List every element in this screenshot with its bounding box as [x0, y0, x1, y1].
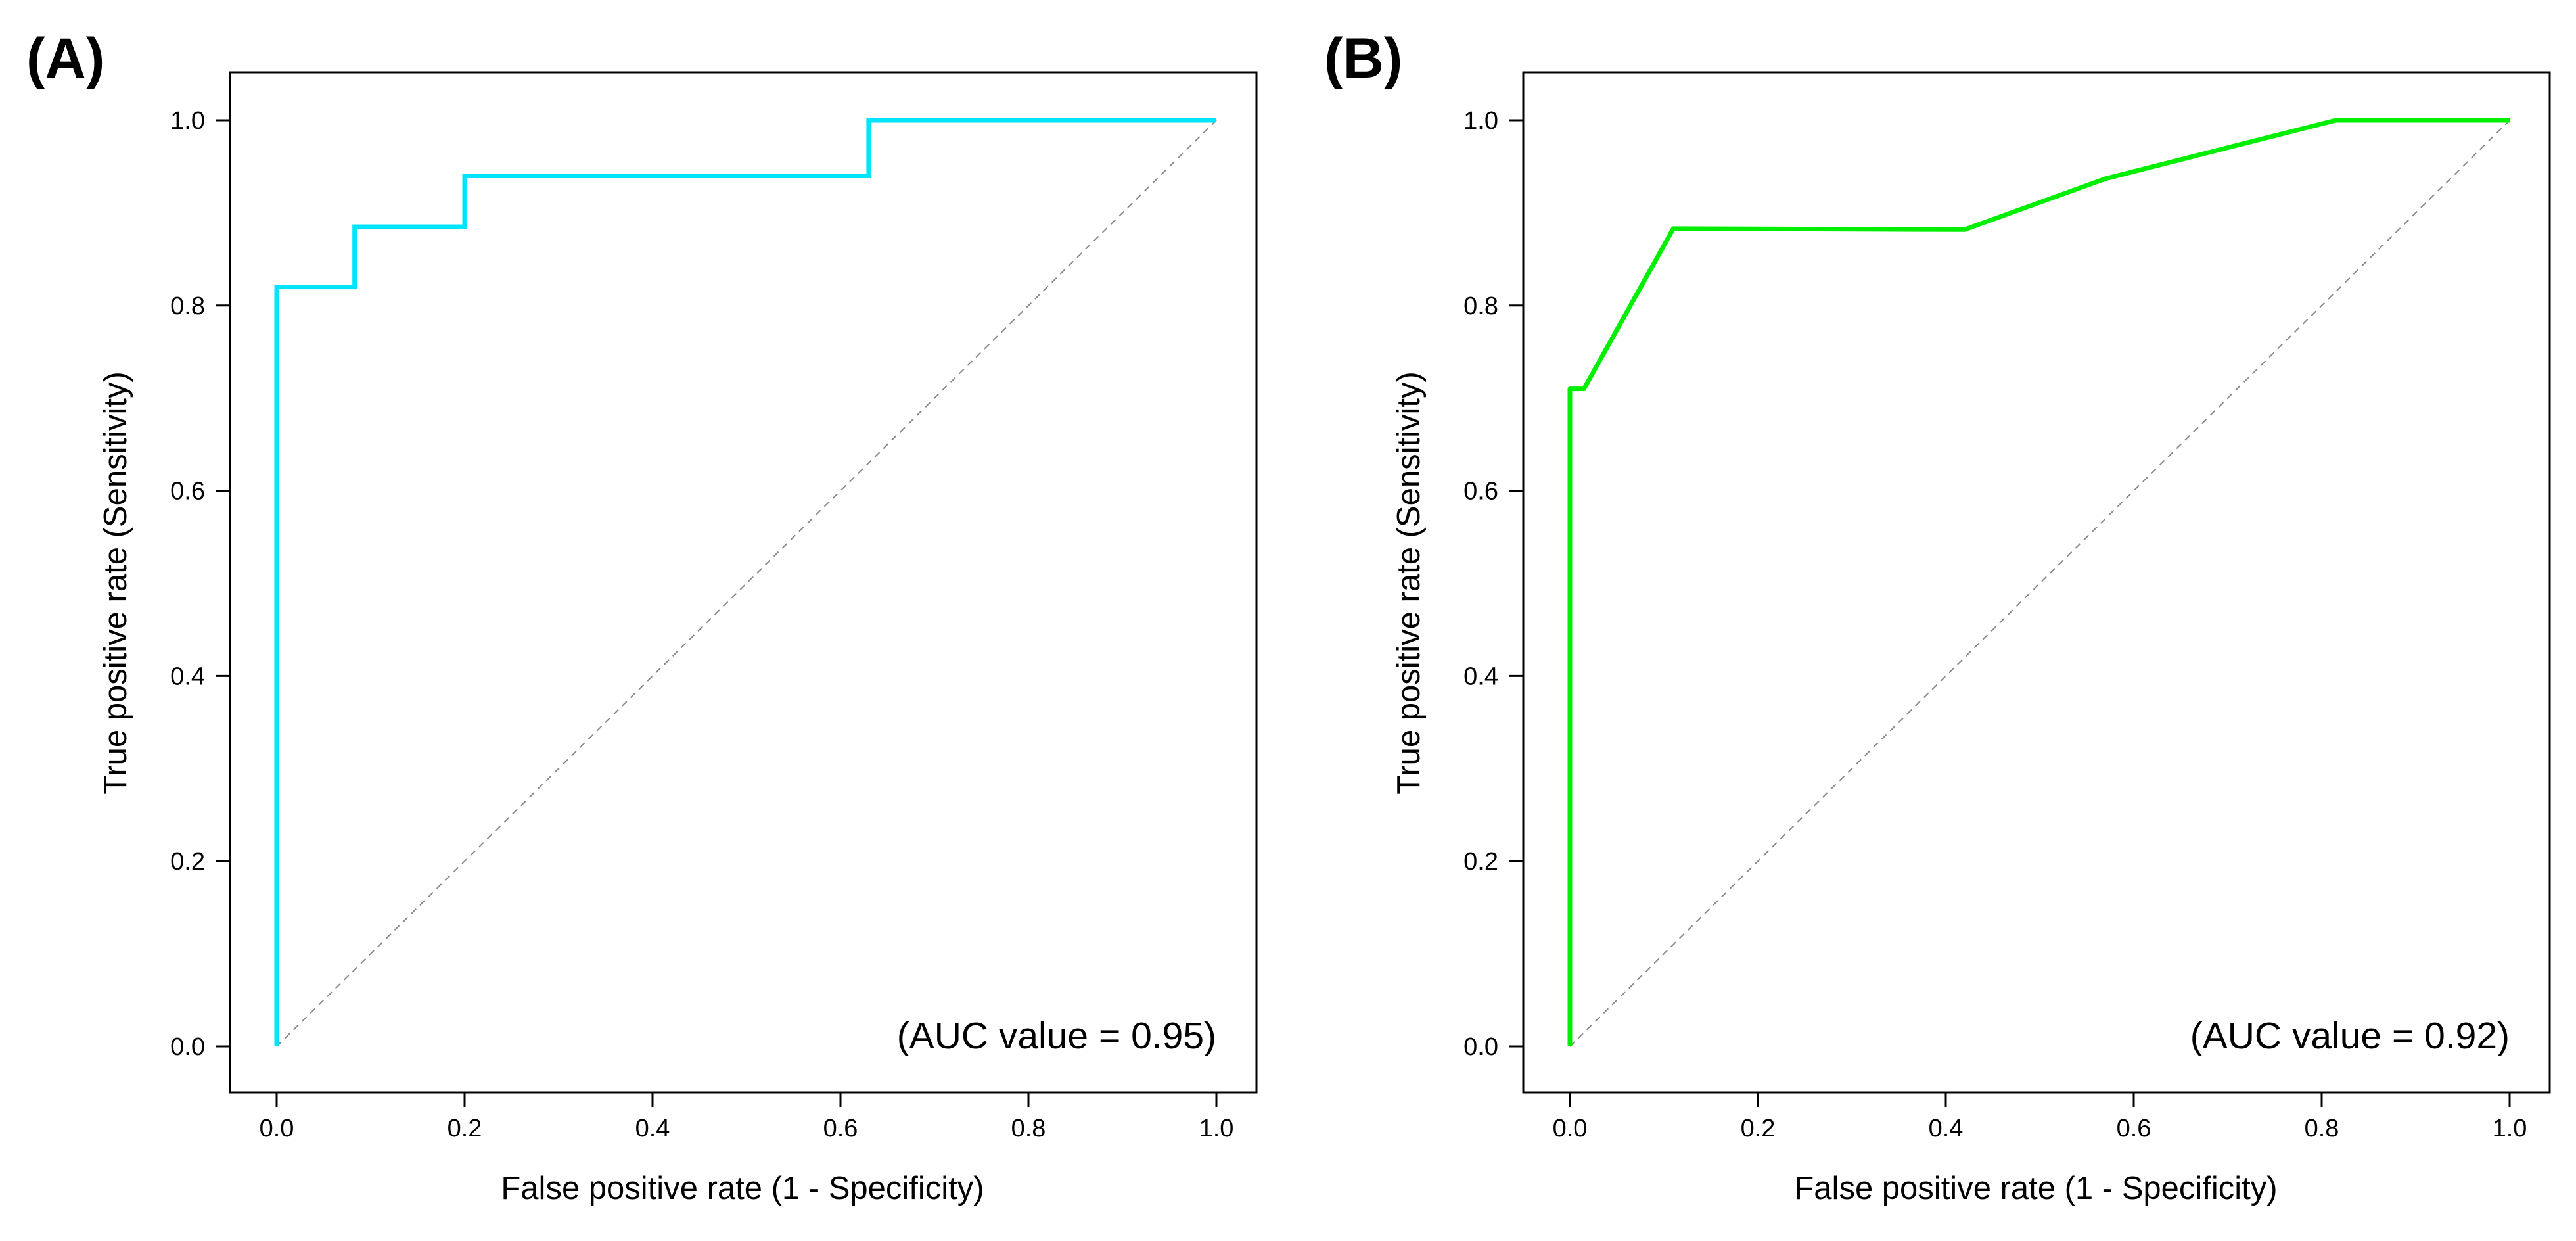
panel-b-reference-line — [1569, 120, 2510, 1047]
panel-b-y-tick-label: 0.8 — [1463, 293, 1498, 320]
panel-b-label: (B) — [1324, 27, 1402, 90]
panel-a-roc-curve — [274, 118, 1216, 1046]
panel-a-plot-frame — [229, 71, 1258, 1094]
panel-a-x-tick-label: 0.8 — [1011, 1115, 1046, 1142]
panel-a-x-tick-label: 0.2 — [448, 1115, 482, 1142]
panel-b-x-tick-label: 1.0 — [2493, 1115, 2527, 1142]
panel-b-x-tick-label: 0.2 — [1741, 1115, 1776, 1142]
panel-a-x-tick-label: 0.4 — [635, 1115, 670, 1142]
panel-b-x-ticks: 0.0 0.2 0.4 0.6 0.8 1.0 — [1553, 1092, 2527, 1142]
panel-a-reference-line — [276, 120, 1217, 1047]
panel-a-y-axis-label: True positive rate (Sensitivity) — [98, 371, 133, 795]
panel-a-x-ticks: 0.0 0.2 0.4 0.6 0.8 1.0 — [260, 1092, 1234, 1142]
panel-a-y-ticks: 0.0 0.2 0.4 0.6 0.8 1.0 — [170, 107, 230, 1061]
panel-b-roc-curve — [1567, 118, 2510, 1046]
panel-b-y-tick-label: 0.4 — [1463, 663, 1498, 690]
panel-b-x-tick-label: 0.6 — [2117, 1115, 2151, 1142]
panel-b-y-tick-label: 0.0 — [1463, 1033, 1498, 1061]
panel-b: (B) 0.0 0.2 0.4 0.6 0.8 1.0 0.0 0.2 0.4 0.6 0.8 1.… — [1324, 27, 2551, 1206]
panel-a-x-tick-label: 0.6 — [823, 1115, 858, 1142]
panel-b-y-tick-label: 1.0 — [1463, 107, 1498, 135]
panel-a-y-tick-label: 0.8 — [170, 293, 205, 320]
panel-b-plot-frame — [1522, 71, 2551, 1094]
panel-a-y-tick-label: 0.0 — [170, 1033, 205, 1061]
panel-a-y-tick-label: 0.2 — [170, 848, 205, 876]
panel-b-y-tick-label: 0.2 — [1463, 848, 1498, 876]
panel-a-y-tick-label: 0.4 — [170, 663, 205, 690]
panel-a-y-tick-label: 0.6 — [170, 478, 205, 505]
panel-a-x-axis-label: False positive rate (1 - Specificity) — [501, 1171, 984, 1206]
panel-b-y-tick-label: 0.6 — [1463, 478, 1498, 505]
panel-b-x-axis-label: False positive rate (1 - Specificity) — [1794, 1171, 2277, 1206]
panel-b-y-axis-label: True positive rate (Sensitivity) — [1391, 371, 1427, 795]
panel-b-x-tick-label: 0.0 — [1553, 1115, 1588, 1142]
panel-b-x-tick-label: 0.4 — [1929, 1115, 1964, 1142]
panel-a-x-tick-label: 1.0 — [1199, 1115, 1234, 1142]
panel-b-x-tick-label: 0.8 — [2305, 1115, 2339, 1142]
panel-b-auc-annotation: (AUC value = 0.92) — [2190, 1015, 2510, 1057]
panel-a-auc-annotation: (AUC value = 0.95) — [897, 1015, 1216, 1057]
panel-a-label: (A) — [26, 27, 104, 90]
panel-b-y-ticks: 0.0 0.2 0.4 0.6 0.8 1.0 — [1463, 107, 1523, 1061]
panel-a-x-tick-label: 0.0 — [260, 1115, 294, 1142]
panel-a: (A) 0.0 0.2 0.4 0.6 0.8 1.0 0.0 0.2 0.4 0.6 0.8 1.… — [26, 27, 1258, 1206]
panel-a-y-tick-label: 1.0 — [170, 107, 205, 135]
